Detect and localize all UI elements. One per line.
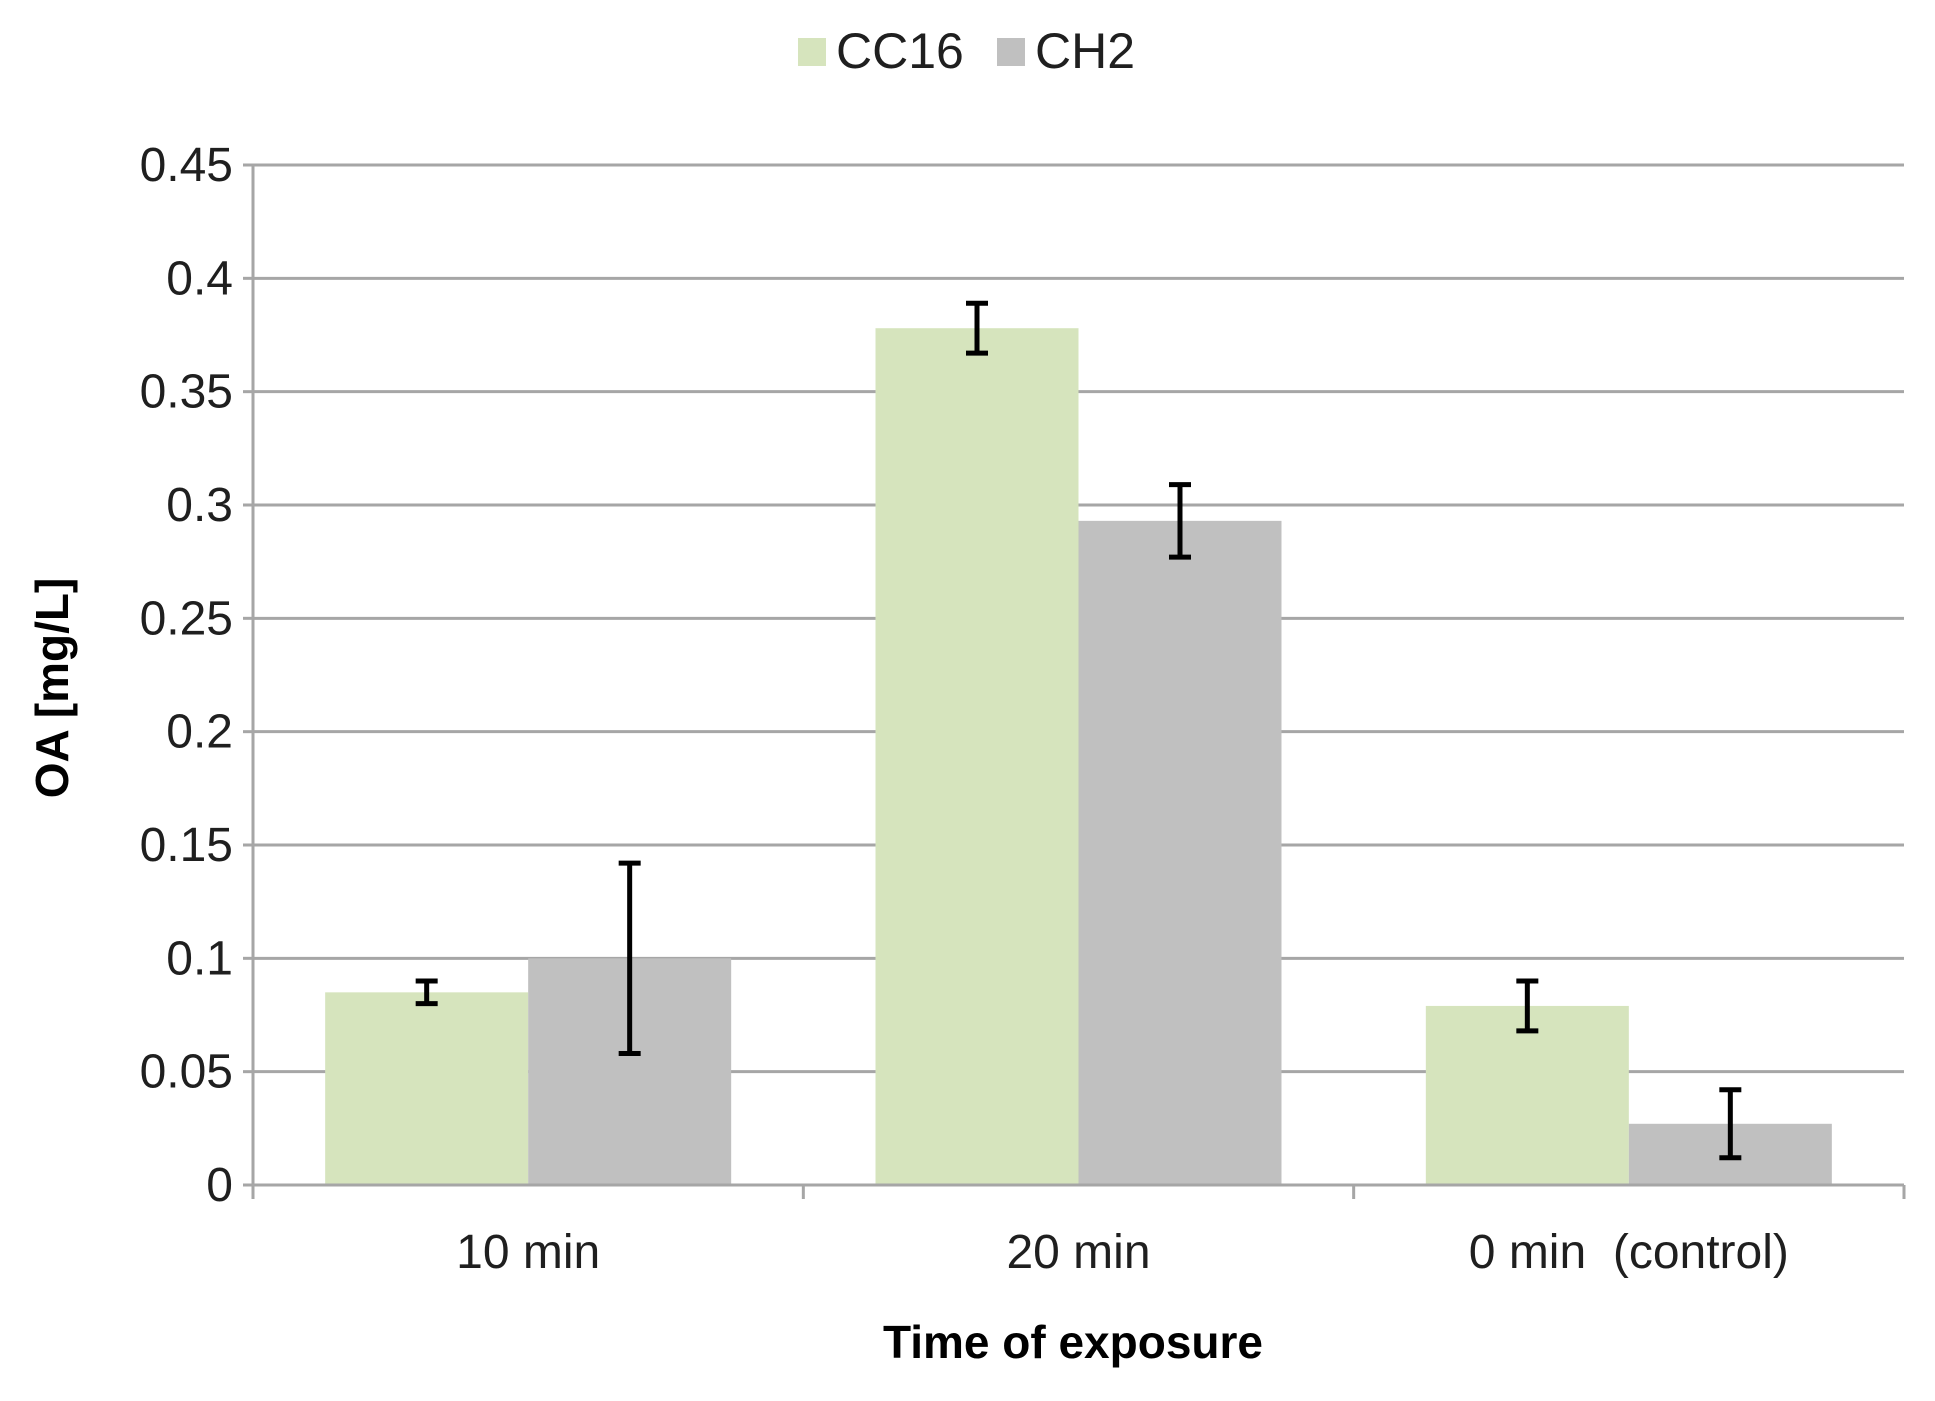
y-tick-labels: 0 0.05 0.1 0.15 0.2 0.25 0.3 0.35 0.4 0.45 (140, 139, 233, 1212)
y-tick-label: 0.2 (166, 706, 233, 759)
axes (243, 163, 1906, 1199)
legend-swatch (997, 38, 1025, 66)
y-tick-label: 0.35 (140, 366, 233, 419)
y-tick-label: 0.15 (140, 819, 233, 872)
error-bar (618, 860, 641, 1057)
x-tick-label: 20 min (1006, 1226, 1150, 1279)
y-tick-label: 0.05 (140, 1046, 233, 1099)
legend-swatch (798, 38, 826, 66)
y-tick-label: 0.1 (166, 932, 233, 985)
y-tick-label: 0.4 (166, 252, 233, 305)
y-tick-label: 0.45 (140, 139, 233, 192)
legend: CC16 CH2 (798, 23, 1135, 79)
error-bar (415, 978, 438, 1007)
legend-label: CH2 (1035, 23, 1135, 79)
legend-item-ch2: CH2 (997, 23, 1135, 79)
legend-label: CC16 (836, 23, 964, 79)
x-tick-labels: 10 min 20 min 0 min (control) (456, 1226, 1789, 1279)
error-bar (1719, 1087, 1742, 1161)
legend-item-cc16: CC16 (798, 23, 964, 79)
x-tick-label: 0 min (control) (1469, 1226, 1789, 1279)
y-tick-label: 0.3 (166, 479, 233, 532)
x-tick-label: 10 min (456, 1226, 600, 1279)
error-bars (415, 300, 1742, 1161)
bar-cc16 (1425, 1005, 1629, 1185)
bar-ch2 (1078, 520, 1282, 1185)
bars (325, 328, 1832, 1185)
bar-cc16 (875, 328, 1079, 1185)
y-axis-title: OA [mg/L] (26, 578, 78, 799)
error-bar (966, 300, 988, 356)
bar-cc16 (325, 992, 529, 1185)
x-axis-title: Time of exposure (883, 1316, 1263, 1368)
y-tick-label: 0.25 (140, 592, 233, 645)
error-bar (1169, 482, 1191, 560)
error-bar (1516, 978, 1539, 1034)
y-tick-label: 0 (206, 1159, 233, 1212)
